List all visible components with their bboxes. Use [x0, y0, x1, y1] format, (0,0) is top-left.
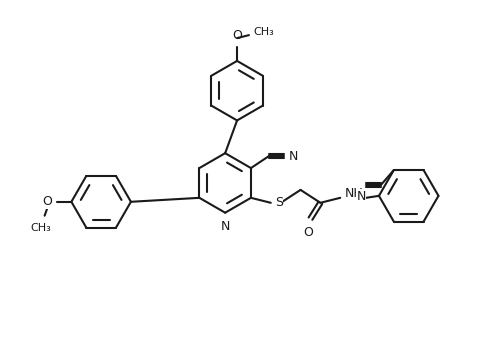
Text: O: O [304, 226, 313, 239]
Text: N: N [220, 220, 230, 233]
Text: O: O [232, 29, 242, 42]
Text: NH: NH [345, 187, 364, 200]
Text: N: N [289, 150, 298, 163]
Text: O: O [43, 195, 53, 208]
Text: S: S [275, 196, 283, 209]
Text: N: N [356, 190, 366, 203]
Text: CH₃: CH₃ [253, 27, 274, 37]
Text: CH₃: CH₃ [31, 222, 51, 233]
